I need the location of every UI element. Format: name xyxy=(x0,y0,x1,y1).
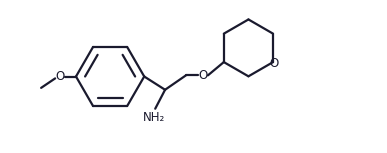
Text: NH₂: NH₂ xyxy=(142,111,165,124)
Text: O: O xyxy=(55,70,65,83)
Text: O: O xyxy=(269,58,278,71)
Text: O: O xyxy=(199,69,207,82)
